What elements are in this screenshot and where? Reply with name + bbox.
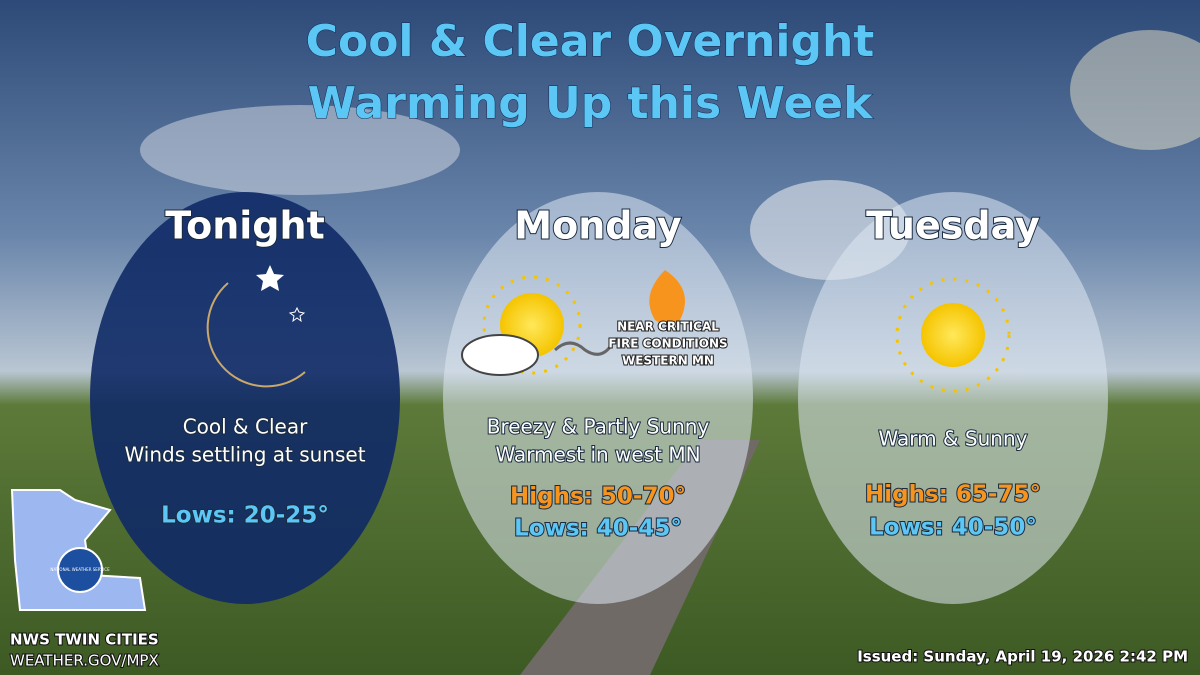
lows: Lows: 40-50° [869, 515, 1037, 541]
star [288, 306, 306, 323]
description: Warmest in west MN [495, 443, 700, 467]
lows: Lows: 20-25° [161, 503, 329, 529]
office-name: NWS TWIN CITIES [10, 631, 159, 649]
description: Warm & Sunny [879, 427, 1028, 451]
office-url: WEATHER.GOV/MPX [10, 652, 159, 670]
highs: Highs: 65-75° [865, 482, 1041, 508]
nws-logo [57, 547, 103, 593]
panel [798, 192, 1108, 604]
description: Breezy & Partly Sunny [487, 415, 710, 439]
star [256, 265, 284, 291]
fire-icon [649, 270, 685, 324]
cloud [140, 105, 460, 195]
fire-note: NEAR CRITICAL [617, 320, 719, 334]
day-name: Tonight [165, 204, 324, 248]
description: Winds settling at sunset [124, 443, 365, 467]
highs: Highs: 50-70° [510, 484, 686, 510]
logo-text: NATIONAL WEATHER SERVICE [50, 567, 110, 572]
day-name: Monday [514, 204, 682, 248]
sun-icon [895, 277, 1011, 393]
cloud [1070, 30, 1200, 150]
panel [443, 192, 753, 604]
fire-note: WESTERN MN [622, 354, 714, 368]
title: Cool & Clear Overnight [306, 16, 875, 67]
issued-time: Issued: Sunday, April 19, 2026 2:42 PM [857, 648, 1188, 666]
panel [90, 192, 400, 604]
day-name: Tuesday [866, 204, 1040, 248]
title: Warming Up this Week [308, 78, 875, 129]
moon [206, 282, 306, 388]
lows: Lows: 40-45° [514, 516, 682, 542]
sun-cloud-icon [461, 275, 612, 376]
fire-note: FIRE CONDITIONS [608, 337, 727, 351]
description: Cool & Clear [183, 415, 308, 439]
